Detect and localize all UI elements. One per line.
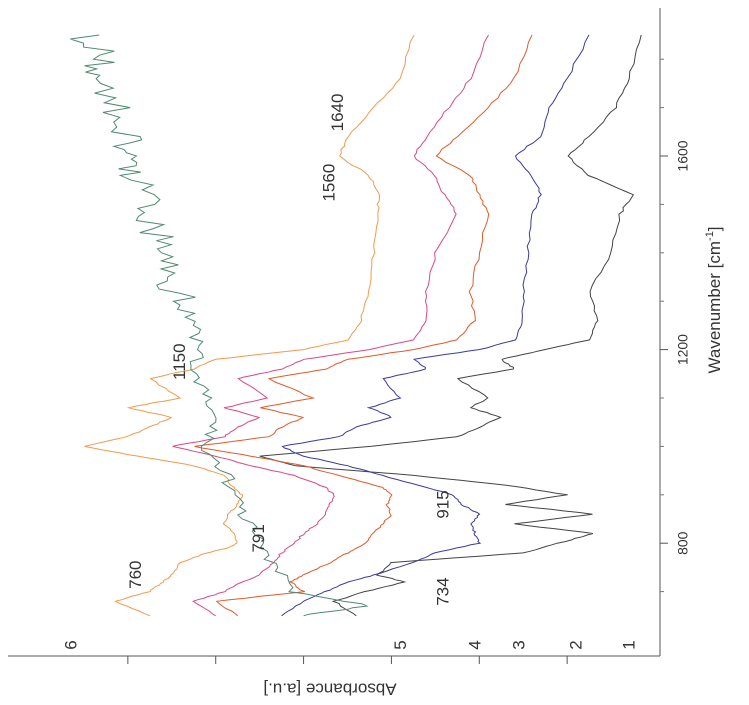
x-tick-label: 1200 (675, 334, 691, 365)
peak-annotation: 734 (434, 577, 453, 605)
peak-annotation: 791 (249, 524, 268, 552)
peak-annotation: 1560 (319, 164, 338, 202)
series-number-label: 5 (391, 640, 410, 649)
peak-annotation: 1640 (328, 94, 347, 132)
peak-annotation: 1150 (170, 343, 189, 380)
series-line-6 (70, 34, 369, 617)
axes: 800 1200 1600 (8, 8, 691, 664)
series-line-2 (281, 34, 590, 617)
series-line-1 (259, 34, 642, 617)
y-axis-label: Absorbance [a.u.] (263, 680, 396, 699)
x-axis-label: Wavenumber [cm-1] (704, 226, 725, 373)
series-number-label: 6 (61, 640, 80, 649)
series-line-3 (194, 34, 533, 617)
peak-annotation: 915 (434, 490, 453, 518)
series-line-5 (84, 34, 415, 617)
series-number-label: 4 (466, 640, 485, 649)
series-number-label: 1 (619, 640, 638, 649)
series-number-label: 3 (509, 640, 528, 649)
series-number-label: 2 (567, 640, 586, 649)
x-tick-label: 800 (675, 531, 691, 555)
x-tick-label: 1600 (675, 140, 691, 171)
series-line-4 (172, 34, 489, 617)
peak-annotation: 760 (126, 560, 145, 588)
